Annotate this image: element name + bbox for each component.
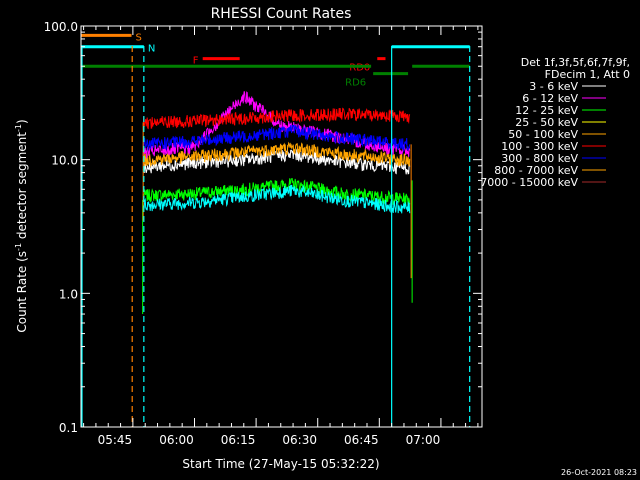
chart-title: RHESSI Count Rates xyxy=(211,6,352,22)
legend-entry-label: 6 - 12 keV xyxy=(522,92,578,105)
series-line-5 xyxy=(142,124,411,153)
axes-layer: 05:45 06:00 06:15 06:30 06:45 07:00 100.0 10.0 1… xyxy=(44,20,482,447)
legend-entry-label: 12 - 25 keV xyxy=(515,104,578,117)
legend-entry-label: 100 - 300 keV xyxy=(501,140,578,153)
series-line-6 xyxy=(142,107,411,130)
legend-header-1: Det 1f,3f,5f,6f,7f,9f, xyxy=(521,56,630,69)
x-tick-label: 06:30 xyxy=(282,433,317,447)
legend-entry-label: 50 - 100 keV xyxy=(508,128,578,141)
y-axis-label: Count Rate (s-1 detector segment-1) xyxy=(14,119,29,332)
y-tick-label: 100.0 xyxy=(44,20,78,34)
y-tick-label: 10.0 xyxy=(51,154,78,168)
x-tick-label: 06:00 xyxy=(159,433,194,447)
footer-date: 26-Oct-2021 08:23 xyxy=(561,468,637,477)
y-axis-label-sup1: -1 xyxy=(14,243,23,251)
x-axis-label: Start Time (27-May-15 05:32:22) xyxy=(182,457,379,471)
legend-entry-label: 7000 - 15000 keV xyxy=(480,176,578,189)
y-axis-label-end: ) xyxy=(15,119,29,124)
flag-label: N xyxy=(148,44,155,55)
legend-entry-label: 25 - 50 keV xyxy=(515,116,578,129)
flag-label: RD0 xyxy=(349,63,370,74)
legend-header-2: FDecim 1, Att 0 xyxy=(545,68,630,81)
y-axis-label-mid: detector segment xyxy=(15,132,29,243)
legend-entry-label: 3 - 6 keV xyxy=(529,80,578,93)
y-axis-label-main: Count Rate (s xyxy=(15,251,29,333)
series-line-3 xyxy=(142,141,411,168)
series-line-0 xyxy=(142,178,411,206)
legend: Det 1f,3f,5f,6f,7f,9f, FDecim 1, Att 0 3… xyxy=(480,56,630,189)
legend-entry-label: 300 - 800 keV xyxy=(501,152,578,165)
legend-entry-label: 800 - 7000 keV xyxy=(494,164,578,177)
plot-frame xyxy=(80,25,483,428)
series-layer xyxy=(142,91,413,315)
x-tick-label: 05:45 xyxy=(98,433,133,447)
y-tick-label: 1.0 xyxy=(59,287,78,301)
x-tick-label: 06:15 xyxy=(221,433,256,447)
flag-label: F xyxy=(193,56,199,67)
y-axis-label-sup2: -1 xyxy=(14,124,23,132)
series-line-1 xyxy=(142,184,411,214)
flag-label: S xyxy=(136,32,142,43)
x-tick-label: 07:00 xyxy=(406,433,441,447)
flags-layer: SN F RD0 RD6 xyxy=(81,32,470,89)
flag-label: RD6 xyxy=(345,78,366,89)
x-tick-label: 06:45 xyxy=(344,433,379,447)
y-tick-label: 0.1 xyxy=(59,421,78,435)
